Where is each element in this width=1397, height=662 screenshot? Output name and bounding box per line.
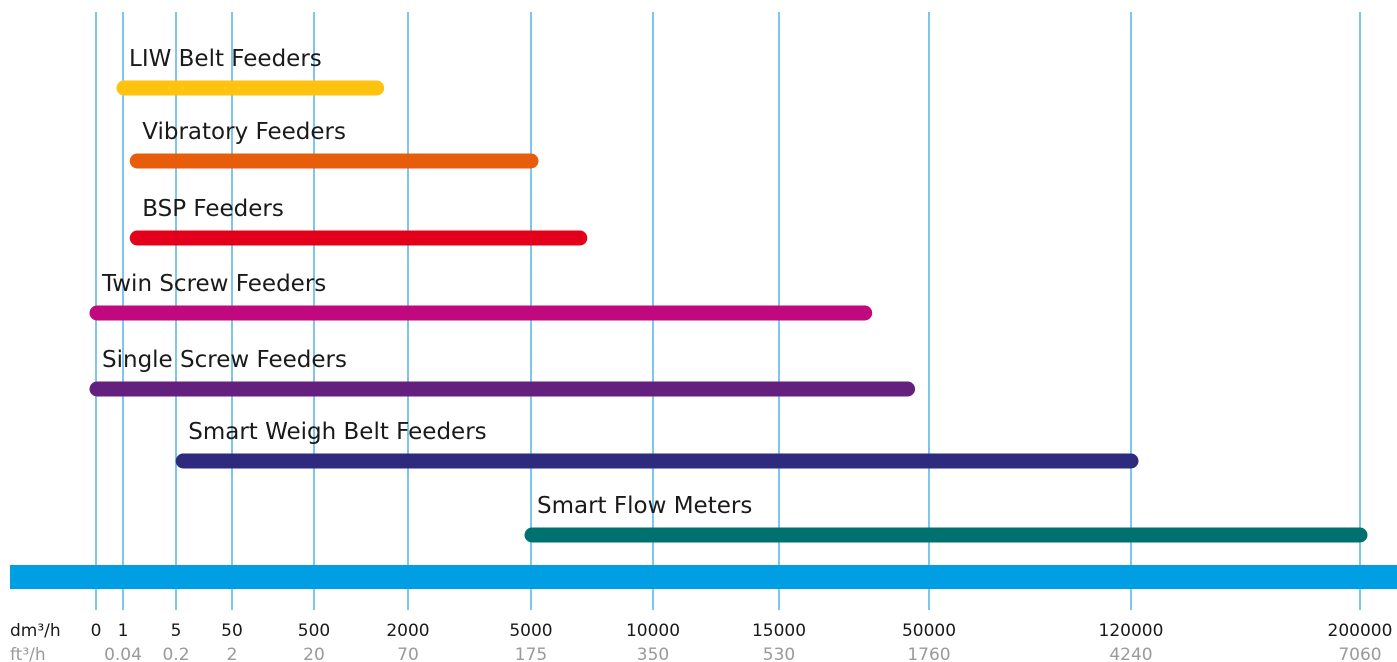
range-label: Twin Screw Feeders	[101, 271, 326, 297]
range-labels: LIW Belt Feeders Vibratory Feeders BSP Fee…	[101, 46, 752, 519]
tick-label-ft: 0.2	[162, 645, 189, 662]
tick-label-ft: 350	[637, 645, 669, 662]
range-bars	[89, 80, 1368, 543]
tick-label-ft: 20	[303, 645, 325, 662]
tick-label-ft: 2	[227, 645, 238, 662]
tick-label-ft: 175	[515, 645, 547, 662]
tick-label-ft: 0.04	[104, 645, 142, 662]
tick-label-dm: 10000	[626, 621, 680, 641]
range-label: BSP Feeders	[142, 196, 284, 222]
tick-label-dm: 5000	[509, 621, 552, 641]
tick-label-dm: 5	[171, 621, 182, 641]
tick-label-dm: 120000	[1099, 621, 1164, 641]
tick-label-ft: 1760	[907, 645, 950, 662]
tick-label-dm: 50000	[902, 621, 956, 641]
tick-label-dm: 2000	[386, 621, 429, 641]
range-label: Single Screw Feeders	[102, 347, 347, 373]
unit-secondary-label: ft³/h	[10, 645, 46, 662]
tick-label-dm: 200000	[1328, 621, 1393, 641]
scale-baseline-band	[10, 565, 1397, 589]
tick-label-dm: 0	[91, 621, 102, 641]
range-label: Vibratory Feeders	[142, 119, 346, 145]
unit-primary-label: dm³/h	[10, 621, 61, 641]
tick-label-dm: 50	[221, 621, 243, 641]
tick-label-ft: 4240	[1109, 645, 1152, 662]
range-label: Smart Weigh Belt Feeders	[188, 419, 486, 445]
tick-label-dm: 1	[118, 621, 129, 641]
tick-label-ft: 530	[763, 645, 795, 662]
tick-label-ft: 7060	[1338, 645, 1381, 662]
range-label: Smart Flow Meters	[537, 493, 752, 519]
tick-label-ft: 70	[397, 645, 419, 662]
tick-label-dm: 15000	[752, 621, 806, 641]
tick-labels: 0 1 0.04 5 0.2 50 2 500 20 2000 70 5000 175 10000 350 1…	[91, 621, 1393, 662]
tick-label-dm: 500	[298, 621, 330, 641]
range-label: LIW Belt Feeders	[129, 46, 322, 72]
